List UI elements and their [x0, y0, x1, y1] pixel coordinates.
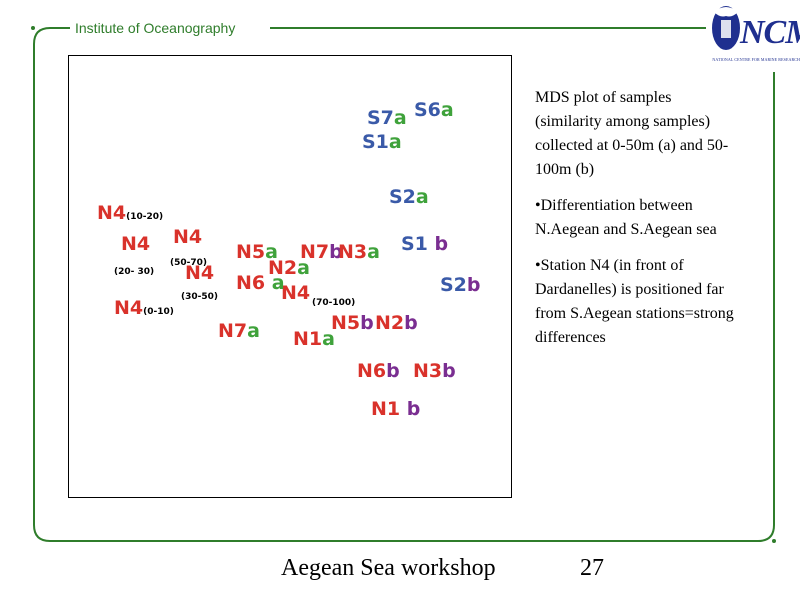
point-n1a: N1a — [293, 328, 335, 350]
point-n4-20-30: N4 — [121, 233, 151, 255]
point-n4-30-50-note: (30-50) — [181, 292, 219, 302]
point-s6a: S6a — [414, 99, 454, 121]
point-n5a: N5a — [236, 241, 278, 263]
institute-title: Institute of Oceanography — [75, 20, 236, 36]
point-s7a: S7a — [367, 107, 407, 129]
point-n4-50-70: N4 — [173, 226, 203, 248]
description-station-n4: •Station N4 (in front of Dardanelles) is… — [535, 257, 734, 346]
point-s2b: S2b — [440, 274, 481, 296]
description-panel: MDS plot of samples (similarity among sa… — [535, 86, 735, 362]
point-n6b: N6b — [357, 360, 400, 382]
point-n3b: N3b — [413, 360, 456, 382]
point-n3a: N3a — [338, 241, 380, 263]
description-mds: MDS plot of samples (similarity among sa… — [535, 89, 729, 178]
point-n4-70-100-note: (70-100) — [312, 298, 356, 308]
logo-subtitle: NATIONAL CENTRE FOR MARINE RESEARCH — [712, 57, 800, 62]
point-n5b: N5b — [331, 312, 374, 334]
ncmr-logo — [700, 2, 800, 66]
point-n6a: N6 a — [236, 272, 285, 294]
point-n7b: N7b — [300, 241, 343, 263]
point-s1a: S1a — [362, 131, 402, 153]
logo-text: NCMR — [740, 14, 800, 51]
point-s1b: S1 b — [401, 233, 449, 255]
description-differentiation: •Differentiation between N.Aegean and S.… — [535, 197, 717, 238]
point-n4-70-100: N4 — [281, 282, 311, 304]
point-n4-50-70-note: (50-70) — [170, 258, 208, 268]
frame-border — [33, 27, 775, 542]
point-n4-10-20: N4(10-20) — [97, 202, 164, 224]
page-number: 27 — [580, 555, 604, 581]
point-s2a: S2a — [389, 186, 429, 208]
point-n1b: N1 b — [371, 398, 421, 420]
point-n4-0-10: N4(0-10) — [114, 297, 174, 319]
point-n7a: N7a — [218, 320, 260, 342]
footer-title: Aegean Sea workshop — [281, 555, 496, 581]
point-n4-30-50: N4 — [185, 262, 215, 284]
point-n2b: N2b — [375, 312, 418, 334]
point-n2a: N2a — [268, 257, 310, 279]
mds-plot — [68, 55, 512, 498]
point-n4-20-30-note: (20- 30) — [114, 267, 155, 277]
ncmr-emblem-icon — [712, 6, 740, 50]
